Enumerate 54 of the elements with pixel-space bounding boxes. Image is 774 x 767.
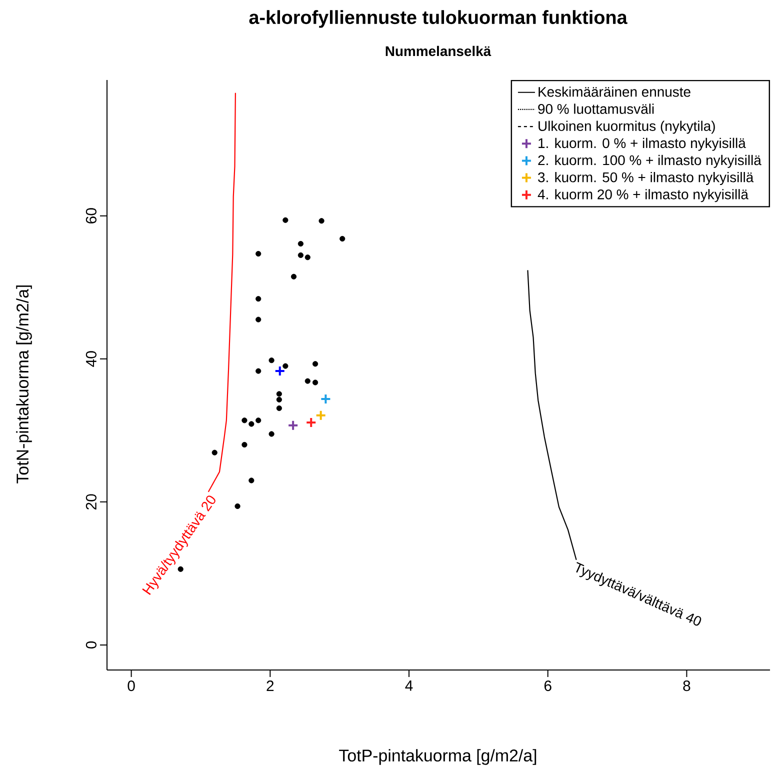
- legend-label: 3. kuorm. 50 % + ilmasto nykyisillä: [538, 172, 754, 185]
- y-axis-title: TotN-pintakuorma [g/m2/a]: [16, 285, 32, 484]
- point: [304, 378, 310, 384]
- point: [282, 363, 288, 369]
- point: [268, 358, 274, 364]
- x-axis-title: TotP-pintakuorma [g/m2/a]: [339, 749, 536, 765]
- point: [268, 431, 274, 437]
- line-series: [208, 92, 236, 492]
- y-tick-label: 0: [86, 641, 96, 649]
- point: [248, 421, 254, 427]
- legend-label: 4. kuorm 20 % + ilmasto nykyisillä: [538, 189, 748, 202]
- legend-label: Ulkoinen kuormitus (nykytila): [538, 120, 715, 134]
- point: [312, 380, 318, 386]
- point: [256, 316, 262, 322]
- x-tick-label: 2: [266, 680, 274, 691]
- point: [298, 240, 304, 247]
- y-tick-label: 40: [86, 351, 96, 367]
- x-tick-label: 6: [544, 680, 552, 692]
- point: [276, 405, 282, 412]
- legend-label: 2. kuorm. 100 % + ilmasto nykyisillä: [538, 154, 762, 168]
- point: [274, 366, 286, 377]
- point: [234, 503, 240, 510]
- point: [256, 250, 262, 257]
- point: [256, 296, 262, 302]
- point: [256, 418, 262, 424]
- point: [290, 274, 297, 280]
- point: [212, 450, 218, 456]
- legend-label: 90 % luottamusväli: [538, 104, 654, 114]
- point: [242, 442, 248, 448]
- y-tick-label: 60: [86, 208, 96, 224]
- chart-subtitle: Nummelanselkä: [386, 46, 492, 56]
- point: [312, 361, 318, 367]
- point: [276, 391, 282, 397]
- chart-title: a-klorofylliennuste tulokuorman funktiona: [249, 10, 628, 28]
- line-series: [527, 270, 577, 560]
- point: [276, 396, 282, 402]
- point: [318, 218, 324, 224]
- point: [256, 368, 262, 374]
- point: [282, 217, 288, 223]
- point: [298, 252, 304, 258]
- legend-label: Keskimääräinen ennuste: [538, 86, 690, 97]
- x-tick-label: 0: [128, 680, 135, 692]
- point: [288, 420, 299, 431]
- x-tick-label: 8: [683, 680, 690, 692]
- point: [320, 393, 332, 404]
- point: [304, 254, 310, 260]
- x-tick-label: 4: [405, 680, 413, 691]
- y-tick-label: 20: [86, 494, 96, 510]
- point: [315, 410, 326, 421]
- point: [306, 417, 317, 428]
- point: [340, 236, 346, 242]
- point: [248, 478, 254, 484]
- point: [242, 418, 248, 424]
- legend-label: 1. kuorm. 0 % + ilmasto nykyisillä: [538, 138, 746, 151]
